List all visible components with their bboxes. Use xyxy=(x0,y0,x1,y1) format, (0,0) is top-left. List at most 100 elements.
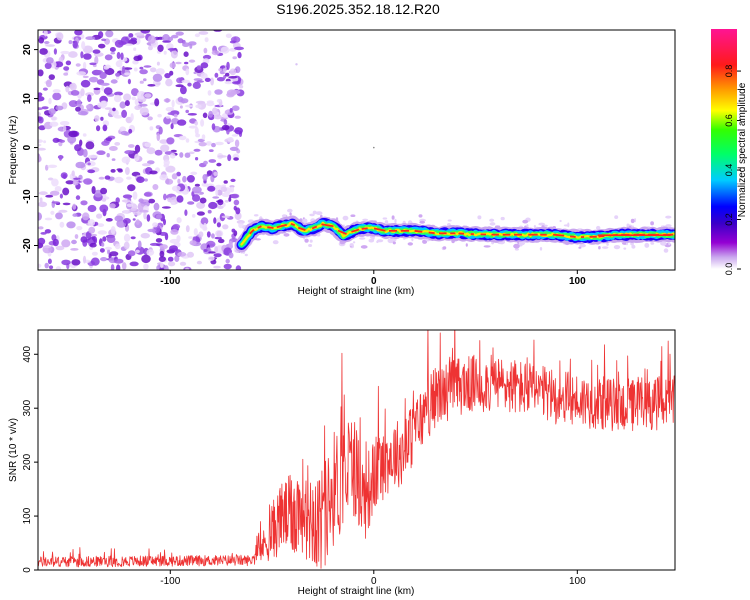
noise-blob xyxy=(39,48,48,55)
noise-blob xyxy=(122,194,133,199)
noise-blob xyxy=(217,238,225,244)
noise-blob xyxy=(123,233,131,242)
y-tick-label: -10 xyxy=(22,189,33,204)
noise-blob xyxy=(104,67,115,76)
noise-blob xyxy=(51,178,59,187)
halo-blob xyxy=(447,219,452,222)
halo-blob xyxy=(360,245,368,249)
noise-blob xyxy=(176,235,181,243)
noise-blob xyxy=(67,135,77,144)
noise-blob xyxy=(168,261,176,267)
noise-blob xyxy=(134,144,141,153)
noise-blob xyxy=(230,178,236,182)
noise-blob xyxy=(121,199,131,203)
noise-blob xyxy=(101,198,107,202)
noise-blob xyxy=(188,151,195,155)
noise-blob xyxy=(194,33,200,38)
halo-blob xyxy=(538,222,545,226)
halo-blob xyxy=(489,222,496,226)
noise-blob xyxy=(68,130,78,138)
noise-blob xyxy=(170,229,179,235)
noise-blob xyxy=(174,255,180,262)
noise-blob xyxy=(180,98,189,104)
noise-blob xyxy=(115,72,121,77)
halo-blob xyxy=(411,237,414,242)
noise-blob xyxy=(188,59,196,63)
noise-blob xyxy=(44,217,53,221)
noise-blob xyxy=(46,57,54,64)
halo-blob xyxy=(539,247,543,251)
noise-blob xyxy=(128,144,135,148)
noise-blob xyxy=(170,123,174,130)
noise-blob xyxy=(165,107,175,112)
noise-blob xyxy=(185,138,190,143)
noise-blob xyxy=(102,236,107,242)
noise-blob xyxy=(229,108,233,113)
noise-blob xyxy=(48,74,55,80)
noise-blob xyxy=(120,130,129,136)
noise-blob xyxy=(147,116,153,121)
halo-blob xyxy=(281,214,287,218)
noise-blob xyxy=(187,113,197,116)
noise-blob xyxy=(171,34,179,39)
noise-blob xyxy=(39,197,43,203)
noise-blob xyxy=(229,40,237,44)
noise-blob xyxy=(75,161,86,169)
noise-blob xyxy=(207,90,212,96)
noise-blob xyxy=(75,106,81,112)
noise-blob xyxy=(179,105,183,109)
noise-blob xyxy=(124,150,134,155)
noise-blob xyxy=(228,252,234,259)
halo-blob xyxy=(315,211,323,216)
noise-blob xyxy=(50,116,58,121)
noise-blob xyxy=(114,215,124,222)
noise-blob xyxy=(181,79,191,84)
ridge-peak-segment xyxy=(311,225,318,230)
noise-blob xyxy=(42,245,52,249)
noise-blob xyxy=(80,79,91,88)
noise-blob xyxy=(214,72,219,78)
noise-blob xyxy=(76,71,87,76)
noise-blob xyxy=(43,30,48,37)
noise-blob xyxy=(194,120,198,126)
noise-blob xyxy=(200,62,209,69)
noise-blob xyxy=(58,154,63,161)
noise-blob xyxy=(129,261,139,267)
halo-blob xyxy=(614,215,619,220)
halo-blob xyxy=(309,239,313,243)
noise-blob xyxy=(38,263,42,268)
noise-blob xyxy=(235,66,241,74)
noise-blob xyxy=(88,226,96,234)
noise-blob xyxy=(44,62,52,69)
noise-blob xyxy=(221,215,230,219)
noise-blob xyxy=(186,175,195,183)
noise-blob xyxy=(188,125,198,129)
noise-blob xyxy=(208,149,214,153)
halo-blob xyxy=(663,248,669,253)
noise-blob xyxy=(164,73,171,79)
noise-blob xyxy=(198,31,209,35)
noise-blob xyxy=(106,235,116,243)
noise-blob xyxy=(163,218,166,226)
noise-blob xyxy=(134,153,140,162)
noise-blob xyxy=(158,256,166,262)
noise-blob xyxy=(102,124,108,132)
noise-blob xyxy=(125,167,130,175)
noise-blob xyxy=(211,233,215,239)
noise-blob xyxy=(204,37,209,43)
noise-blob xyxy=(38,139,43,143)
noise-blob xyxy=(125,43,133,46)
noise-blob xyxy=(124,100,130,107)
halo-blob xyxy=(465,243,468,247)
noise-blob xyxy=(87,219,96,227)
noise-blob xyxy=(146,147,156,155)
noise-blob xyxy=(228,240,233,249)
noise-blob xyxy=(162,40,172,43)
noise-blob xyxy=(185,68,190,76)
chart-title: S196.2025.352.18.12.R20 xyxy=(276,1,440,17)
halo-blob xyxy=(382,217,388,220)
spectrogram-x-axis-label: Height of straight line (km) xyxy=(298,286,415,297)
noise-blob xyxy=(165,78,173,87)
noise-blob xyxy=(135,249,140,254)
noise-blob xyxy=(156,214,162,220)
